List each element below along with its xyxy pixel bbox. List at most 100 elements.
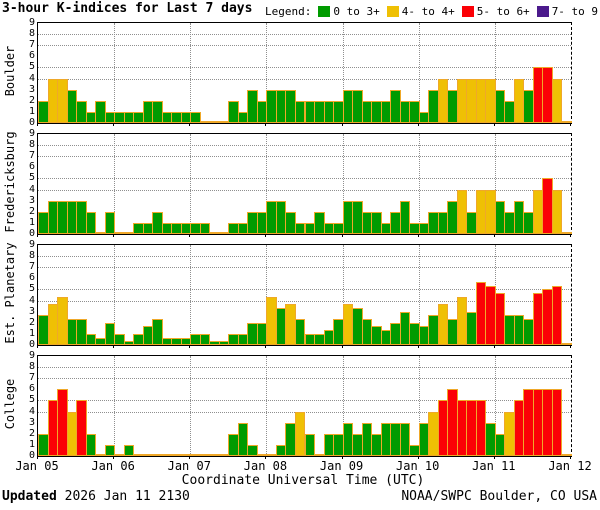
day-tick	[341, 456, 343, 459]
y-tick-label: 1	[28, 216, 35, 228]
y-tick-label: 6	[28, 272, 35, 284]
day-tick	[341, 234, 343, 237]
k-bar	[114, 333, 125, 345]
updated-label: Updated	[2, 489, 57, 504]
y-tick-label: 0	[28, 339, 35, 350]
y-tick-label: 2	[28, 205, 35, 217]
day-gridline	[266, 356, 268, 456]
k-bar	[304, 433, 316, 456]
day-tick	[37, 123, 38, 126]
day-gridline	[418, 134, 420, 234]
k-bar	[104, 444, 116, 456]
station-label: Est. Planetary	[3, 242, 17, 344]
day-tick	[113, 123, 115, 126]
y-tick-label: 6	[28, 161, 35, 173]
y-tick-label: 7	[28, 261, 35, 273]
y-tick-label: 1	[28, 105, 35, 117]
k-bar	[247, 444, 258, 456]
day-gridline	[266, 23, 268, 123]
k-bar	[399, 200, 411, 234]
k-bar	[399, 422, 411, 456]
y-tick-label: 1	[28, 327, 35, 339]
y-tick-label: 9	[28, 350, 35, 361]
x-tick-label: Jan 12	[548, 459, 592, 473]
day-gridline	[418, 356, 420, 456]
k-bar	[551, 78, 563, 123]
day-tick	[417, 123, 419, 126]
k-bar	[104, 211, 116, 234]
day-tick	[341, 345, 343, 348]
k-bar	[551, 285, 563, 345]
k-bar	[85, 433, 97, 456]
y-tick-label: 3	[28, 194, 35, 206]
day-gridline	[494, 356, 496, 456]
legend-swatch-yellow	[386, 5, 399, 17]
legend-swatch-green	[318, 5, 331, 17]
day-gridline	[266, 245, 268, 345]
day-gridline	[418, 245, 420, 345]
x-tick-label: Jan 11	[472, 459, 516, 473]
day-tick	[417, 456, 419, 459]
k-bar	[152, 319, 163, 345]
k-bar	[561, 454, 572, 456]
day-tick	[570, 234, 571, 237]
y-tick-label: 4	[28, 72, 35, 84]
day-tick	[189, 345, 191, 348]
day-tick	[570, 345, 571, 348]
legend-item-green: 0 to 3+	[333, 4, 380, 18]
day-gridline	[114, 134, 116, 234]
day-tick	[570, 123, 571, 126]
day-gridline	[342, 356, 344, 456]
day-gridline	[266, 134, 268, 234]
y-gridline-8	[38, 367, 571, 369]
credit-text: NOAA/SWPC Boulder, CO USA	[401, 489, 597, 504]
x-tick-label: Jan 07	[167, 459, 211, 473]
y-tick-label: 5	[28, 172, 35, 184]
y-tick-label: 2	[28, 316, 35, 328]
day-tick	[493, 345, 495, 348]
k-bar	[561, 232, 572, 234]
y-gridline-5	[38, 67, 571, 69]
day-gridline	[114, 23, 116, 123]
y-tick-label: 0	[28, 450, 35, 461]
y-tick-label: 3	[28, 416, 35, 428]
day-tick	[570, 456, 571, 459]
y-gridline-7	[38, 45, 571, 47]
day-tick	[113, 234, 115, 237]
legend-item-purple: 7- to 9	[551, 4, 599, 18]
day-gridline	[342, 245, 344, 345]
y-tick-label: 9	[28, 128, 35, 139]
x-tick-label: Jan 10	[396, 459, 440, 473]
day-tick	[37, 234, 38, 237]
x-axis-title: Coordinate Universal Time (UTC)	[181, 473, 425, 488]
y-tick-label: 5	[28, 283, 35, 295]
station-label: College	[3, 378, 17, 430]
y-gridline-4	[38, 300, 571, 302]
k-bar	[561, 121, 572, 123]
day-gridline	[494, 134, 496, 234]
k-bar	[199, 222, 211, 234]
legend-label: Legend:	[265, 4, 312, 18]
y-tick-label: 3	[28, 83, 35, 95]
y-gridline-7	[38, 378, 571, 380]
y-tick-label: 5	[28, 61, 35, 73]
legend-swatch-red	[461, 5, 474, 17]
k-bar	[199, 333, 211, 345]
y-tick-label: 8	[28, 28, 35, 40]
k-bar	[561, 343, 572, 345]
k-bar	[237, 422, 249, 456]
day-gridline	[190, 356, 192, 456]
y-tick-label: 0	[28, 228, 35, 239]
y-gridline-8	[38, 34, 571, 36]
day-tick	[113, 345, 115, 348]
k-bar	[76, 319, 87, 345]
day-gridline	[342, 134, 344, 234]
day-gridline	[190, 23, 192, 123]
day-tick	[493, 123, 495, 126]
day-tick	[493, 234, 495, 237]
x-tick-label: Jan 05	[15, 459, 59, 473]
y-tick-label: 3	[28, 305, 35, 317]
day-tick	[417, 234, 419, 237]
x-tick-label: Jan 08	[243, 459, 288, 473]
day-tick	[493, 456, 495, 459]
